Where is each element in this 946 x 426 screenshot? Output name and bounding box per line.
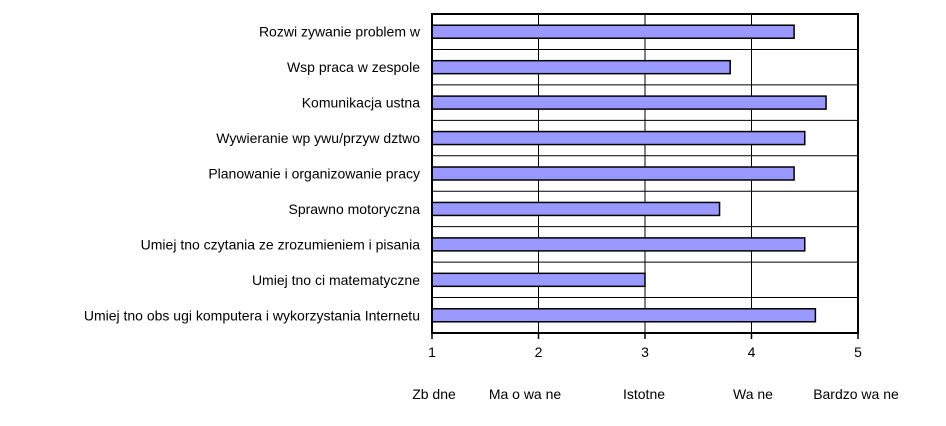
- bar: [431, 24, 795, 39]
- scale-label: Istotne: [623, 386, 665, 402]
- bars: [431, 24, 827, 323]
- category-label: Planowanie i organizowanie pracy: [208, 166, 420, 182]
- scale-label: Ma o wa ne: [489, 386, 562, 402]
- category-label: Wywieranie wp ywu/przyw dztwo: [216, 130, 420, 146]
- category-label: Wsp praca w zespole: [287, 59, 420, 75]
- x-tick-label: 2: [535, 344, 543, 360]
- bar: [431, 237, 806, 252]
- bar: [431, 201, 721, 217]
- category-label: Sprawno motoryczna: [288, 201, 420, 217]
- category-labels: Rozwi zywanie problem w Wsp praca w zespo…: [84, 24, 421, 324]
- category-label: Komunikacja ustna: [302, 95, 421, 111]
- scale-label: Wa ne: [733, 386, 773, 402]
- x-ticks: 1 2 3 4 5: [428, 333, 862, 360]
- x-tick-label: 5: [854, 344, 862, 360]
- bar: [431, 95, 827, 110]
- category-label: Umiej tno ci matematyczne: [252, 272, 420, 288]
- scale-label: Zb dne: [412, 386, 456, 402]
- bar: [431, 166, 795, 181]
- scale-label: Bardzo wa ne: [813, 386, 899, 402]
- x-tick-label: 4: [748, 344, 756, 360]
- category-label: Umiej tno obs ugi komputera i wykorzysta…: [84, 307, 420, 323]
- category-label: Umiej tno czytania ze zrozumieniem i pis…: [141, 236, 421, 252]
- x-tick-label: 1: [428, 344, 436, 360]
- category-label: Rozwi zywanie problem w: [259, 24, 421, 40]
- bar: [431, 130, 806, 146]
- scale-labels: Zb dne Ma o wa ne Istotne Wa ne Bardzo wa ne: [412, 386, 899, 402]
- bar: [431, 308, 817, 323]
- bar: [431, 59, 731, 75]
- x-tick-label: 3: [641, 344, 649, 360]
- bar: [431, 272, 646, 288]
